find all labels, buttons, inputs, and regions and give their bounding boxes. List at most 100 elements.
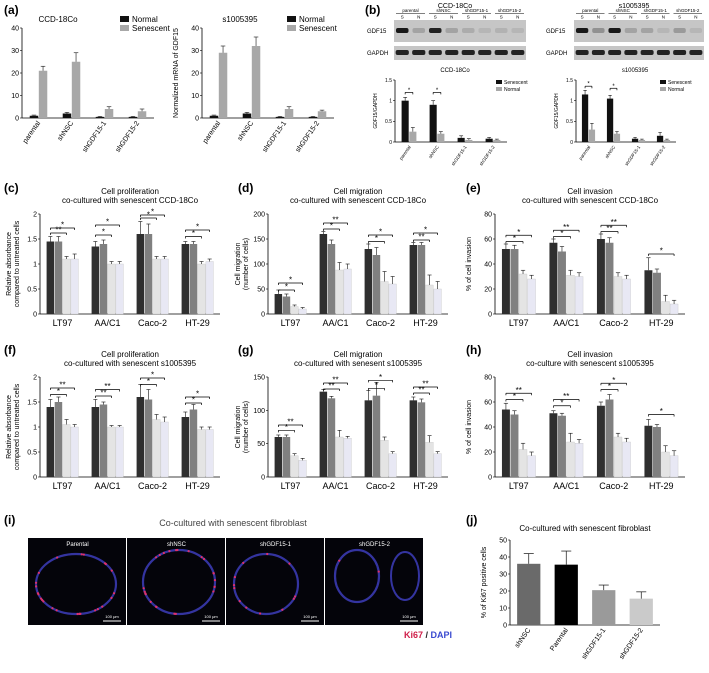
y-tick-label: 50 [499, 537, 507, 544]
x-tick-label: shGDF15-1 [624, 144, 642, 166]
y-axis-label: GDF15/GAPDH [554, 93, 560, 129]
bar [107, 426, 116, 478]
bar [669, 455, 679, 478]
bar [558, 415, 566, 477]
chart-subtitle: co-cultured with senescent s1005395 [64, 359, 197, 368]
panel-label-c: (c) [4, 181, 19, 195]
bar [62, 258, 71, 315]
ki67-nucleus [55, 609, 58, 612]
y-tick-label: 20 [484, 286, 492, 293]
y-axis-label: Cell migration(number of cells) [235, 401, 250, 453]
chart-title: Cell invasion [567, 350, 612, 359]
y-tick-label: 1 [570, 98, 573, 104]
panel-label-j: (j) [466, 513, 477, 527]
x-tick-label: AA/C1 [322, 318, 348, 328]
significance-label: * [436, 88, 439, 94]
ki67-nucleus [377, 570, 380, 573]
gapdh-band [640, 50, 654, 55]
panel-label-a: (a) [4, 3, 19, 17]
bar [457, 137, 465, 142]
bar [409, 245, 418, 314]
gdf15-band [592, 28, 605, 33]
significance-label: ** [287, 418, 293, 427]
y-tick-label: 30 [11, 48, 19, 55]
y-tick-label: 60 [484, 399, 492, 406]
bar [99, 244, 108, 314]
bar [425, 442, 434, 478]
chart-title: Cell migration [334, 187, 383, 196]
bar [380, 440, 389, 478]
gapdh-band [428, 50, 442, 55]
significance-label: * [330, 222, 333, 231]
x-tick-label: LT97 [509, 481, 529, 491]
ki67-nucleus [292, 597, 295, 600]
gdf15-band [608, 28, 621, 33]
blot-lane-label: S [401, 15, 404, 20]
y-tick-label: 0.5 [27, 449, 37, 456]
significance-label: * [57, 387, 60, 396]
x-tick-label: Caco-2 [366, 318, 395, 328]
x-tick-label: HT-29 [649, 481, 674, 491]
significance-label: ** [328, 382, 334, 391]
ki67-nucleus [258, 612, 262, 615]
bar [91, 246, 100, 314]
bar [104, 109, 114, 118]
ki67-nucleus [200, 556, 203, 559]
y-tick-label: 0 [503, 622, 507, 629]
ki67-nucleus [51, 607, 54, 610]
ki67-nucleus [42, 600, 45, 603]
blot-gdf15-strip [574, 20, 704, 42]
gapdh-band [656, 50, 670, 55]
bar [631, 138, 639, 142]
ki67-nucleus [162, 551, 165, 555]
bar [588, 129, 596, 142]
ki67-nucleus [187, 550, 190, 553]
x-tick-label: shGDF15-2 [478, 144, 496, 166]
bar [282, 296, 291, 314]
significance-label: * [289, 276, 292, 285]
micrograph-image [28, 538, 126, 625]
organoid-outline [141, 548, 217, 616]
organoid-outline [390, 551, 420, 601]
bar [638, 139, 646, 142]
dapi-label: DAPI [430, 630, 452, 640]
chart-b1: 0 0.5 1 1.5 GDF15/GAPDH CCD-18Co parental shNSC… [373, 68, 528, 167]
chart-title: Cell invasion [567, 187, 612, 196]
x-tick-label: HT-29 [413, 318, 438, 328]
legend-label: Normal [132, 15, 158, 24]
scale-bar-label: 100 μm [303, 614, 317, 619]
x-tick-label: AA/C1 [94, 318, 120, 328]
significance-label: ** [332, 376, 338, 385]
blot-group-label: shGDF15-1 [465, 8, 489, 13]
ki67-nucleus [293, 595, 297, 598]
y-tick-label: 2 [33, 211, 37, 218]
y-tick-label: 0.5 [27, 286, 37, 293]
ki67-nucleus [158, 553, 161, 557]
bar [566, 441, 575, 478]
bar [663, 139, 671, 142]
significance-label: ** [104, 382, 110, 391]
x-tick-label: HT-29 [185, 318, 210, 328]
gdf15-band [461, 28, 475, 33]
significance-label: ** [418, 233, 424, 242]
ki67-nucleus [212, 572, 215, 575]
ki67-nucleus [149, 600, 152, 603]
legend-swatch [660, 87, 666, 91]
bar [527, 455, 536, 478]
significance-label: * [375, 381, 378, 390]
scale-bar-label: 100 μm [105, 614, 119, 619]
ki67-nucleus [110, 569, 113, 572]
ki67-nucleus [202, 557, 206, 561]
gdf15-band [445, 28, 459, 33]
gapdh-band [673, 50, 687, 55]
chart-subtitle: co-cultured with senescent CCD-18Co [290, 196, 427, 205]
blot-gapdh-strip [394, 46, 526, 60]
y-tick-label: 50 [257, 286, 265, 293]
significance-label: ** [516, 386, 522, 395]
panel-label-i: (i) [4, 513, 15, 527]
gdf15-band [428, 28, 442, 33]
ki67-nucleus [173, 612, 176, 615]
y-tick-label: 80 [484, 211, 492, 218]
x-tick-label: Parental [549, 627, 570, 653]
significance-label: * [375, 234, 378, 243]
